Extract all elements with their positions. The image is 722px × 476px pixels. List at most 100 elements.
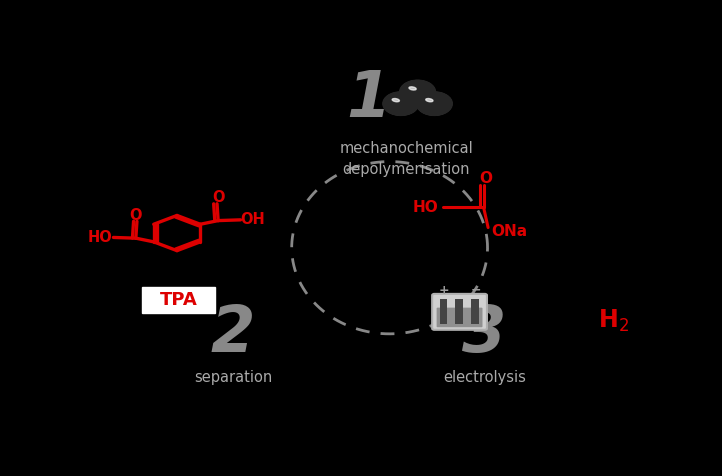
Circle shape — [428, 99, 440, 108]
Circle shape — [402, 82, 433, 102]
Circle shape — [391, 97, 411, 110]
Text: mechanochemical
depolymerisation: mechanochemical depolymerisation — [339, 141, 473, 178]
Text: O: O — [212, 190, 225, 205]
Circle shape — [386, 94, 416, 113]
Circle shape — [400, 80, 435, 103]
Circle shape — [403, 82, 432, 102]
Circle shape — [420, 95, 448, 113]
Text: O: O — [479, 170, 492, 186]
Circle shape — [431, 102, 438, 106]
Text: OH: OH — [240, 212, 265, 228]
Circle shape — [421, 95, 448, 112]
Circle shape — [385, 93, 417, 114]
Circle shape — [419, 94, 449, 113]
Circle shape — [410, 87, 425, 97]
Circle shape — [412, 88, 424, 96]
Circle shape — [384, 93, 418, 115]
Circle shape — [383, 92, 418, 115]
Circle shape — [386, 94, 416, 114]
FancyBboxPatch shape — [455, 298, 463, 324]
Circle shape — [419, 93, 451, 114]
Text: 2: 2 — [211, 303, 255, 365]
Circle shape — [401, 81, 433, 102]
Circle shape — [389, 96, 412, 111]
Circle shape — [433, 103, 435, 104]
Circle shape — [393, 99, 408, 109]
Text: HO: HO — [87, 230, 113, 245]
Text: HO: HO — [413, 200, 439, 215]
Circle shape — [417, 91, 419, 93]
Circle shape — [427, 99, 442, 109]
Circle shape — [425, 97, 444, 110]
Circle shape — [430, 100, 439, 107]
Circle shape — [391, 98, 410, 109]
Circle shape — [401, 81, 434, 103]
Circle shape — [400, 103, 402, 104]
Circle shape — [411, 88, 425, 96]
Text: separation: separation — [193, 370, 272, 386]
Circle shape — [393, 99, 409, 109]
Text: 3: 3 — [463, 303, 507, 365]
Circle shape — [405, 84, 430, 100]
Circle shape — [418, 93, 451, 114]
Circle shape — [423, 96, 445, 111]
Circle shape — [417, 92, 452, 115]
FancyBboxPatch shape — [142, 287, 215, 313]
Circle shape — [416, 90, 419, 93]
Circle shape — [388, 95, 414, 112]
Circle shape — [430, 101, 438, 106]
Circle shape — [388, 95, 414, 112]
Circle shape — [388, 96, 413, 112]
Circle shape — [426, 98, 443, 109]
FancyBboxPatch shape — [432, 294, 487, 330]
Text: TPA: TPA — [160, 291, 197, 309]
Circle shape — [409, 87, 426, 97]
Circle shape — [404, 82, 432, 101]
Text: electrolysis: electrolysis — [443, 370, 526, 386]
Circle shape — [414, 89, 421, 94]
Circle shape — [406, 84, 430, 99]
Circle shape — [390, 97, 412, 111]
Circle shape — [404, 83, 432, 101]
Text: H$_2$: H$_2$ — [598, 308, 629, 334]
Circle shape — [417, 92, 452, 115]
Circle shape — [412, 89, 422, 95]
Circle shape — [427, 99, 441, 108]
FancyBboxPatch shape — [471, 298, 479, 324]
Circle shape — [406, 85, 428, 99]
Circle shape — [409, 86, 427, 98]
Circle shape — [434, 103, 435, 104]
FancyBboxPatch shape — [440, 298, 448, 324]
Circle shape — [419, 94, 450, 114]
Circle shape — [394, 99, 407, 108]
Circle shape — [401, 81, 435, 103]
Circle shape — [408, 86, 427, 99]
Circle shape — [412, 88, 423, 96]
Circle shape — [414, 89, 422, 95]
Text: ONa: ONa — [491, 224, 527, 239]
Circle shape — [406, 85, 429, 99]
Circle shape — [390, 96, 412, 111]
Circle shape — [395, 100, 406, 108]
Ellipse shape — [426, 99, 433, 102]
Circle shape — [397, 101, 404, 106]
Circle shape — [384, 93, 417, 114]
Circle shape — [405, 84, 430, 100]
Circle shape — [413, 89, 422, 95]
Ellipse shape — [392, 99, 399, 102]
Circle shape — [432, 103, 436, 105]
Circle shape — [383, 92, 419, 115]
Circle shape — [427, 99, 442, 109]
Circle shape — [399, 102, 404, 105]
Circle shape — [399, 102, 403, 105]
Circle shape — [400, 80, 435, 104]
Circle shape — [393, 99, 409, 109]
Circle shape — [414, 90, 421, 94]
Circle shape — [387, 95, 414, 113]
Circle shape — [398, 102, 404, 106]
Circle shape — [399, 103, 402, 105]
Circle shape — [409, 86, 426, 98]
Circle shape — [432, 102, 436, 105]
Circle shape — [424, 97, 445, 111]
Circle shape — [416, 91, 419, 93]
